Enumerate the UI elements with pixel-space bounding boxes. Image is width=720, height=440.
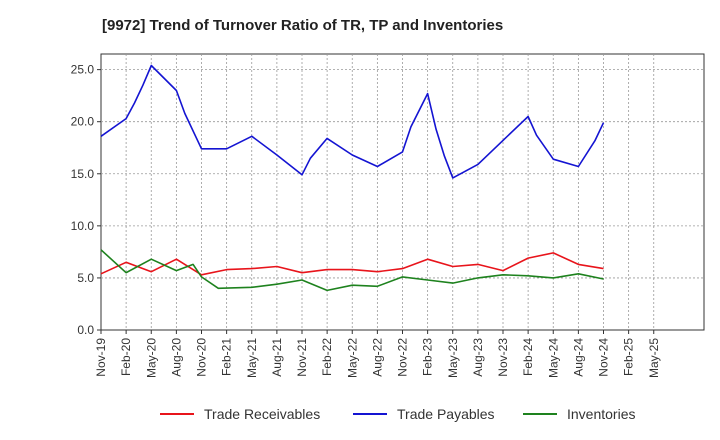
- x-tick-label: May-25: [647, 338, 661, 378]
- x-tick-label: Nov-23: [496, 338, 510, 377]
- series-line-inventories: [100, 249, 604, 292]
- x-tick-label: Nov-22: [396, 338, 410, 377]
- x-tick-label: Feb-25: [622, 338, 636, 376]
- x-tick-label: May-22: [345, 338, 359, 378]
- legend-label-inventories: Inventories: [567, 406, 635, 422]
- legend-label-trade-receivables: Trade Receivables: [204, 406, 320, 422]
- series-line-trade-receivables: [100, 252, 604, 276]
- legend: Trade Receivables Trade Payables Inventori…: [160, 406, 635, 422]
- x-tick-label: Aug-20: [169, 338, 183, 377]
- y-tick-label: 0.0: [77, 323, 94, 337]
- x-tick-label: Aug-21: [270, 338, 284, 377]
- x-tick-label: Nov-20: [195, 338, 209, 377]
- x-tick-label: Aug-23: [471, 338, 485, 377]
- x-tick-label: May-23: [446, 338, 460, 378]
- x-tick-label: Nov-21: [295, 338, 309, 377]
- legend-label-trade-payables: Trade Payables: [397, 406, 495, 422]
- x-tick-label: Feb-21: [220, 338, 234, 376]
- x-axis: Nov-19 Feb-20 May-20 Aug-20 Nov-20 Feb-21 May-…: [94, 330, 661, 378]
- series-line-trade-payables: [100, 64, 605, 179]
- x-tick-label: May-21: [245, 338, 259, 378]
- x-tick-label: Feb-20: [119, 338, 133, 376]
- y-tick-label: 10.0: [71, 219, 95, 233]
- y-tick-label: 25.0: [71, 63, 95, 77]
- x-tick-label: May-24: [546, 338, 560, 378]
- x-tick-label: Feb-24: [521, 338, 535, 376]
- y-tick-label: 20.0: [71, 115, 95, 129]
- y-tick-label: 15.0: [71, 167, 95, 181]
- y-tick-label: 5.0: [77, 271, 94, 285]
- x-tick-label: Aug-24: [571, 338, 585, 377]
- x-tick-label: May-20: [144, 338, 158, 378]
- y-axis: 0.0 5.0 10.0 15.0 20.0 25.0: [71, 63, 101, 337]
- series-lines: [100, 64, 605, 292]
- x-tick-label: Aug-22: [370, 338, 384, 377]
- chart-title: [9972] Trend of Turnover Ratio of TR, TP…: [102, 17, 503, 34]
- x-tick-label: Feb-22: [320, 338, 334, 376]
- x-tick-label: Nov-24: [597, 338, 611, 377]
- x-tick-label: Nov-19: [94, 338, 108, 377]
- x-tick-label: Feb-23: [421, 338, 435, 376]
- grid-lines: [101, 54, 704, 330]
